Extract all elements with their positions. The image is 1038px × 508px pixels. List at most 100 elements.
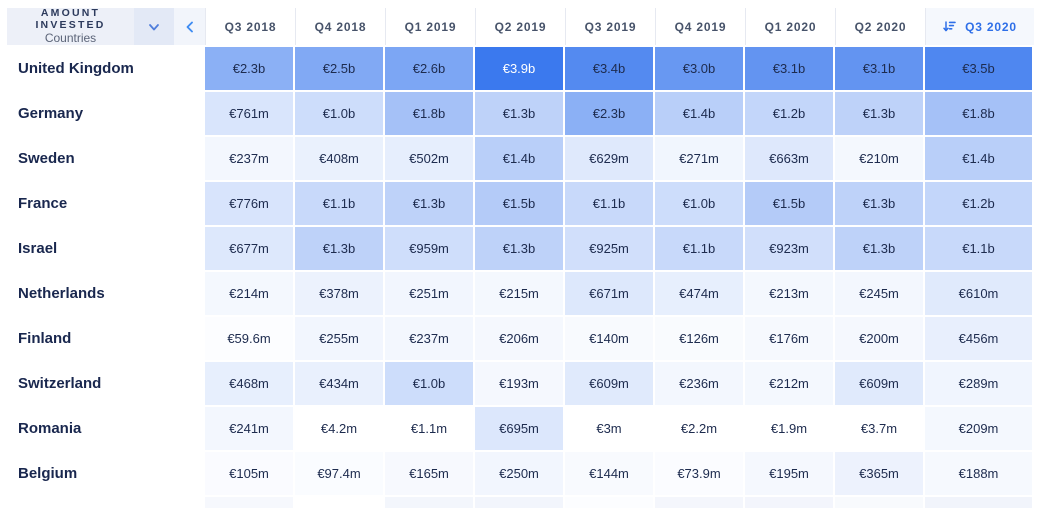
column-header-q2-2020[interactable]: Q2 2020 [835,8,925,45]
heatmap-cell[interactable]: €671m [565,272,653,315]
heatmap-cell[interactable]: €629m [565,137,653,180]
heatmap-cell[interactable]: €214m [205,272,293,315]
column-header-q4-2018[interactable]: Q4 2018 [295,8,385,45]
heatmap-cell[interactable]: €1.1b [655,227,743,270]
heatmap-cell[interactable]: €408m [295,137,383,180]
heatmap-cell[interactable]: €195m [745,452,833,495]
heatmap-cell[interactable]: €695m [475,407,563,450]
heatmap-cell[interactable]: €3.4b [565,47,653,90]
heatmap-cell[interactable]: €1.3b [475,92,563,135]
heatmap-cell[interactable]: €2.3b [565,92,653,135]
heatmap-cell[interactable]: €200m [835,317,923,360]
heatmap-cell[interactable] [565,497,653,508]
heatmap-cell[interactable]: €271m [655,137,743,180]
heatmap-cell[interactable]: €215m [475,272,563,315]
heatmap-cell[interactable]: €1.4b [655,92,743,135]
heatmap-cell[interactable]: €1.1b [295,182,383,225]
heatmap-cell[interactable]: €59.6m [205,317,293,360]
heatmap-cell[interactable]: €2.2m [655,407,743,450]
heatmap-cell[interactable]: €245m [835,272,923,315]
heatmap-cell[interactable]: €3.5b [925,47,1032,90]
heatmap-cell[interactable]: €2.6b [385,47,473,90]
sort-descending-icon[interactable] [943,20,956,33]
heatmap-cell[interactable] [475,497,563,508]
heatmap-cell[interactable]: €236m [655,362,743,405]
heatmap-cell[interactable]: €126m [655,317,743,360]
column-header-q3-2018[interactable]: Q3 2018 [205,8,295,45]
heatmap-cell[interactable]: €212m [745,362,833,405]
heatmap-cell[interactable]: €289m [925,362,1032,405]
heatmap-cell[interactable]: €193m [475,362,563,405]
heatmap-cell[interactable]: €1.3b [385,182,473,225]
heatmap-cell[interactable]: €237m [385,317,473,360]
column-header-q4-2019[interactable]: Q4 2019 [655,8,745,45]
heatmap-cell[interactable]: €365m [835,452,923,495]
heatmap-cell[interactable]: €3.1b [745,47,833,90]
heatmap-cell[interactable] [745,497,833,508]
heatmap-cell[interactable]: €1.3b [835,92,923,135]
heatmap-cell[interactable]: €1.1b [925,227,1032,270]
heatmap-cell[interactable]: €241m [205,407,293,450]
heatmap-cell[interactable]: €3.9b [475,47,563,90]
heatmap-cell[interactable]: €3.1b [835,47,923,90]
heatmap-cell[interactable]: €923m [745,227,833,270]
column-header-q1-2020[interactable]: Q1 2020 [745,8,835,45]
heatmap-cell[interactable]: €2.3b [205,47,293,90]
heatmap-cell[interactable]: €140m [565,317,653,360]
heatmap-cell[interactable]: €3.0b [655,47,743,90]
heatmap-cell[interactable]: €1.5b [475,182,563,225]
heatmap-cell[interactable]: €1.3b [835,227,923,270]
heatmap-cell[interactable]: €925m [565,227,653,270]
heatmap-cell[interactable]: €165m [385,452,473,495]
heatmap-cell[interactable]: €251m [385,272,473,315]
heatmap-cell[interactable]: €237m [205,137,293,180]
heatmap-cell[interactable]: €474m [655,272,743,315]
heatmap-cell[interactable]: €1.4b [475,137,563,180]
heatmap-cell[interactable]: €213m [745,272,833,315]
heatmap-cell[interactable]: €610m [925,272,1032,315]
heatmap-cell[interactable]: €1.5b [745,182,833,225]
heatmap-cell[interactable]: €176m [745,317,833,360]
heatmap-cell[interactable]: €434m [295,362,383,405]
heatmap-cell[interactable]: €761m [205,92,293,135]
heatmap-cell[interactable]: €3m [565,407,653,450]
heatmap-cell[interactable]: €209m [925,407,1032,450]
heatmap-cell[interactable]: €502m [385,137,473,180]
heatmap-cell[interactable]: €2.5b [295,47,383,90]
column-header-q3-2019[interactable]: Q3 2019 [565,8,655,45]
heatmap-cell[interactable]: €1.1m [385,407,473,450]
heatmap-cell[interactable]: €1.3b [835,182,923,225]
heatmap-cell[interactable]: €210m [835,137,923,180]
heatmap-cell[interactable]: €1.2b [925,182,1032,225]
heatmap-cell[interactable]: €677m [205,227,293,270]
column-header-q2-2019[interactable]: Q2 2019 [475,8,565,45]
heatmap-cell[interactable]: €1.0b [385,362,473,405]
metric-dropdown-button[interactable] [134,8,174,45]
heatmap-cell[interactable]: €105m [205,452,293,495]
heatmap-cell[interactable]: €4.2m [295,407,383,450]
heatmap-cell[interactable]: €255m [295,317,383,360]
heatmap-cell[interactable]: €609m [835,362,923,405]
heatmap-cell[interactable]: €3.7m [835,407,923,450]
column-header-q1-2019[interactable]: Q1 2019 [385,8,475,45]
heatmap-cell[interactable]: €1.0b [655,182,743,225]
heatmap-cell[interactable]: €456m [925,317,1032,360]
heatmap-cell[interactable]: €663m [745,137,833,180]
heatmap-cell[interactable]: €97.4m [295,452,383,495]
heatmap-cell[interactable]: €1.0b [295,92,383,135]
heatmap-cell[interactable]: €1.1b [565,182,653,225]
heatmap-cell[interactable] [205,497,293,508]
heatmap-cell[interactable]: €468m [205,362,293,405]
heatmap-cell[interactable]: €1.9m [745,407,833,450]
heatmap-cell[interactable]: €1.8b [925,92,1032,135]
heatmap-cell[interactable]: €959m [385,227,473,270]
heatmap-cell[interactable]: €1.3b [475,227,563,270]
heatmap-cell[interactable] [655,497,743,508]
heatmap-cell[interactable]: €776m [205,182,293,225]
heatmap-cell[interactable]: €188m [925,452,1032,495]
collapse-panel-button[interactable] [174,8,205,45]
heatmap-cell[interactable]: €250m [475,452,563,495]
heatmap-cell[interactable] [385,497,473,508]
heatmap-cell[interactable]: €1.4b [925,137,1032,180]
heatmap-cell[interactable]: €378m [295,272,383,315]
